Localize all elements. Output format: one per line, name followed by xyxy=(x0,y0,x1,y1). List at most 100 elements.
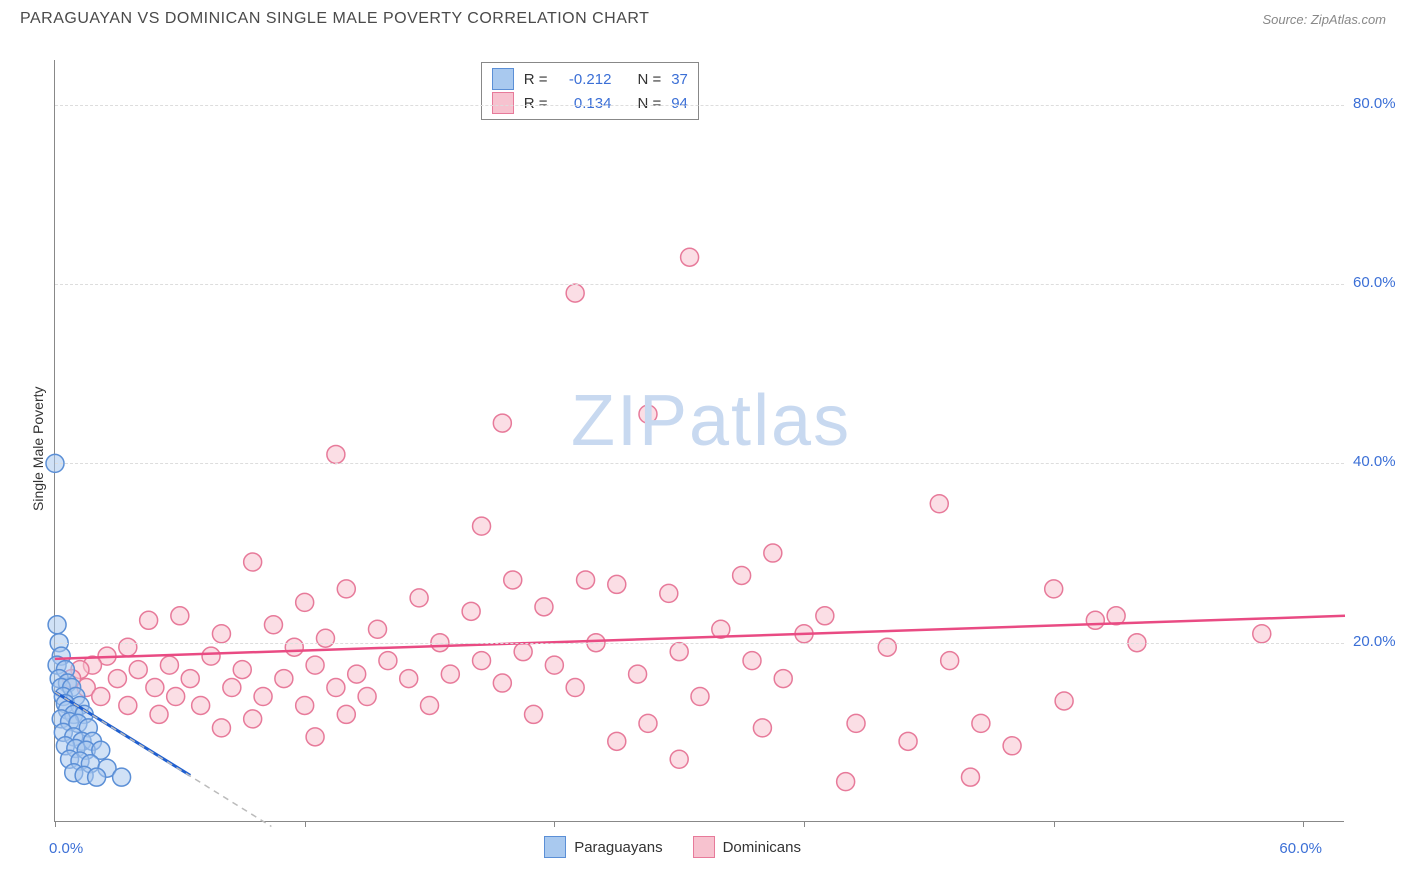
data-point xyxy=(233,661,251,679)
data-point xyxy=(972,714,990,732)
data-point xyxy=(1003,737,1021,755)
data-point xyxy=(473,517,491,535)
x-tick xyxy=(554,821,555,827)
x-tick xyxy=(1054,821,1055,827)
chart-title: PARAGUAYAN VS DOMINICAN SINGLE MALE POVE… xyxy=(20,10,649,28)
data-point xyxy=(202,647,220,665)
data-point xyxy=(774,670,792,688)
data-point xyxy=(1086,611,1104,629)
data-point xyxy=(753,719,771,737)
data-point xyxy=(264,616,282,634)
data-point xyxy=(660,584,678,602)
data-point xyxy=(275,670,293,688)
plot-area: ZIPatlas R =-0.212N =37R =0.134N =94 20.… xyxy=(54,60,1344,822)
data-point xyxy=(119,696,137,714)
data-point xyxy=(181,670,199,688)
data-point xyxy=(244,710,262,728)
data-point xyxy=(337,705,355,723)
n-value: 94 xyxy=(671,95,688,112)
data-point xyxy=(629,665,647,683)
data-point xyxy=(941,652,959,670)
data-point xyxy=(129,661,147,679)
y-tick-label: 40.0% xyxy=(1353,453,1396,470)
y-axis-label: Single Male Poverty xyxy=(30,386,46,511)
data-point xyxy=(608,575,626,593)
chart-container: ZIPatlas R =-0.212N =37R =0.134N =94 20.… xyxy=(50,44,1390,864)
data-point xyxy=(421,696,439,714)
legend-row: R =-0.212N =37 xyxy=(492,67,688,91)
data-point xyxy=(140,611,158,629)
data-point xyxy=(296,593,314,611)
data-point xyxy=(878,638,896,656)
scatter-plot xyxy=(55,60,1345,822)
r-value: 0.134 xyxy=(557,95,611,112)
legend-swatch xyxy=(492,68,514,90)
legend-label: Paraguayans xyxy=(574,839,662,856)
data-point xyxy=(816,607,834,625)
data-point xyxy=(146,679,164,697)
data-point xyxy=(119,638,137,656)
data-point xyxy=(327,679,345,697)
data-point xyxy=(285,638,303,656)
data-point xyxy=(327,445,345,463)
legend-label: Dominicans xyxy=(723,839,801,856)
n-label: N = xyxy=(637,95,661,112)
data-point xyxy=(577,571,595,589)
data-point xyxy=(88,768,106,786)
n-value: 37 xyxy=(671,71,688,88)
gridline xyxy=(55,463,1344,464)
data-point xyxy=(1045,580,1063,598)
x-tick xyxy=(804,821,805,827)
y-tick-label: 80.0% xyxy=(1353,95,1396,112)
legend-swatch xyxy=(693,836,715,858)
data-point xyxy=(316,629,334,647)
data-point xyxy=(400,670,418,688)
data-point xyxy=(244,553,262,571)
data-point xyxy=(410,589,428,607)
data-point xyxy=(733,566,751,584)
data-point xyxy=(535,598,553,616)
data-point xyxy=(160,656,178,674)
data-point xyxy=(92,687,110,705)
data-point xyxy=(545,656,563,674)
data-point xyxy=(566,284,584,302)
data-point xyxy=(670,750,688,768)
title-bar: PARAGUAYAN VS DOMINICAN SINGLE MALE POVE… xyxy=(0,0,1406,34)
data-point xyxy=(847,714,865,732)
data-point xyxy=(608,732,626,750)
x-tick xyxy=(1303,821,1304,827)
gridline xyxy=(55,105,1344,106)
data-point xyxy=(764,544,782,562)
trend-line xyxy=(55,616,1345,659)
data-point xyxy=(899,732,917,750)
r-label: R = xyxy=(524,95,548,112)
data-point xyxy=(223,679,241,697)
data-point xyxy=(961,768,979,786)
data-point xyxy=(639,405,657,423)
data-point xyxy=(150,705,168,723)
data-point xyxy=(113,768,131,786)
data-point xyxy=(441,665,459,683)
data-point xyxy=(358,687,376,705)
data-point xyxy=(473,652,491,670)
data-point xyxy=(514,643,532,661)
data-point xyxy=(930,495,948,513)
data-point xyxy=(254,687,272,705)
data-point xyxy=(691,687,709,705)
gridline xyxy=(55,284,1344,285)
data-point xyxy=(212,625,230,643)
data-point xyxy=(1253,625,1271,643)
data-point xyxy=(337,580,355,598)
data-point xyxy=(379,652,397,670)
data-point xyxy=(48,616,66,634)
data-point xyxy=(369,620,387,638)
y-tick-label: 20.0% xyxy=(1353,633,1396,650)
data-point xyxy=(743,652,761,670)
legend-row: R = 0.134 N = 94 xyxy=(492,91,688,115)
x-tick-label: 60.0% xyxy=(1279,840,1322,857)
data-point xyxy=(348,665,366,683)
x-tick-label: 0.0% xyxy=(49,840,83,857)
legend-item: Paraguayans xyxy=(544,836,662,858)
r-label: R = xyxy=(524,71,548,88)
data-point xyxy=(681,248,699,266)
